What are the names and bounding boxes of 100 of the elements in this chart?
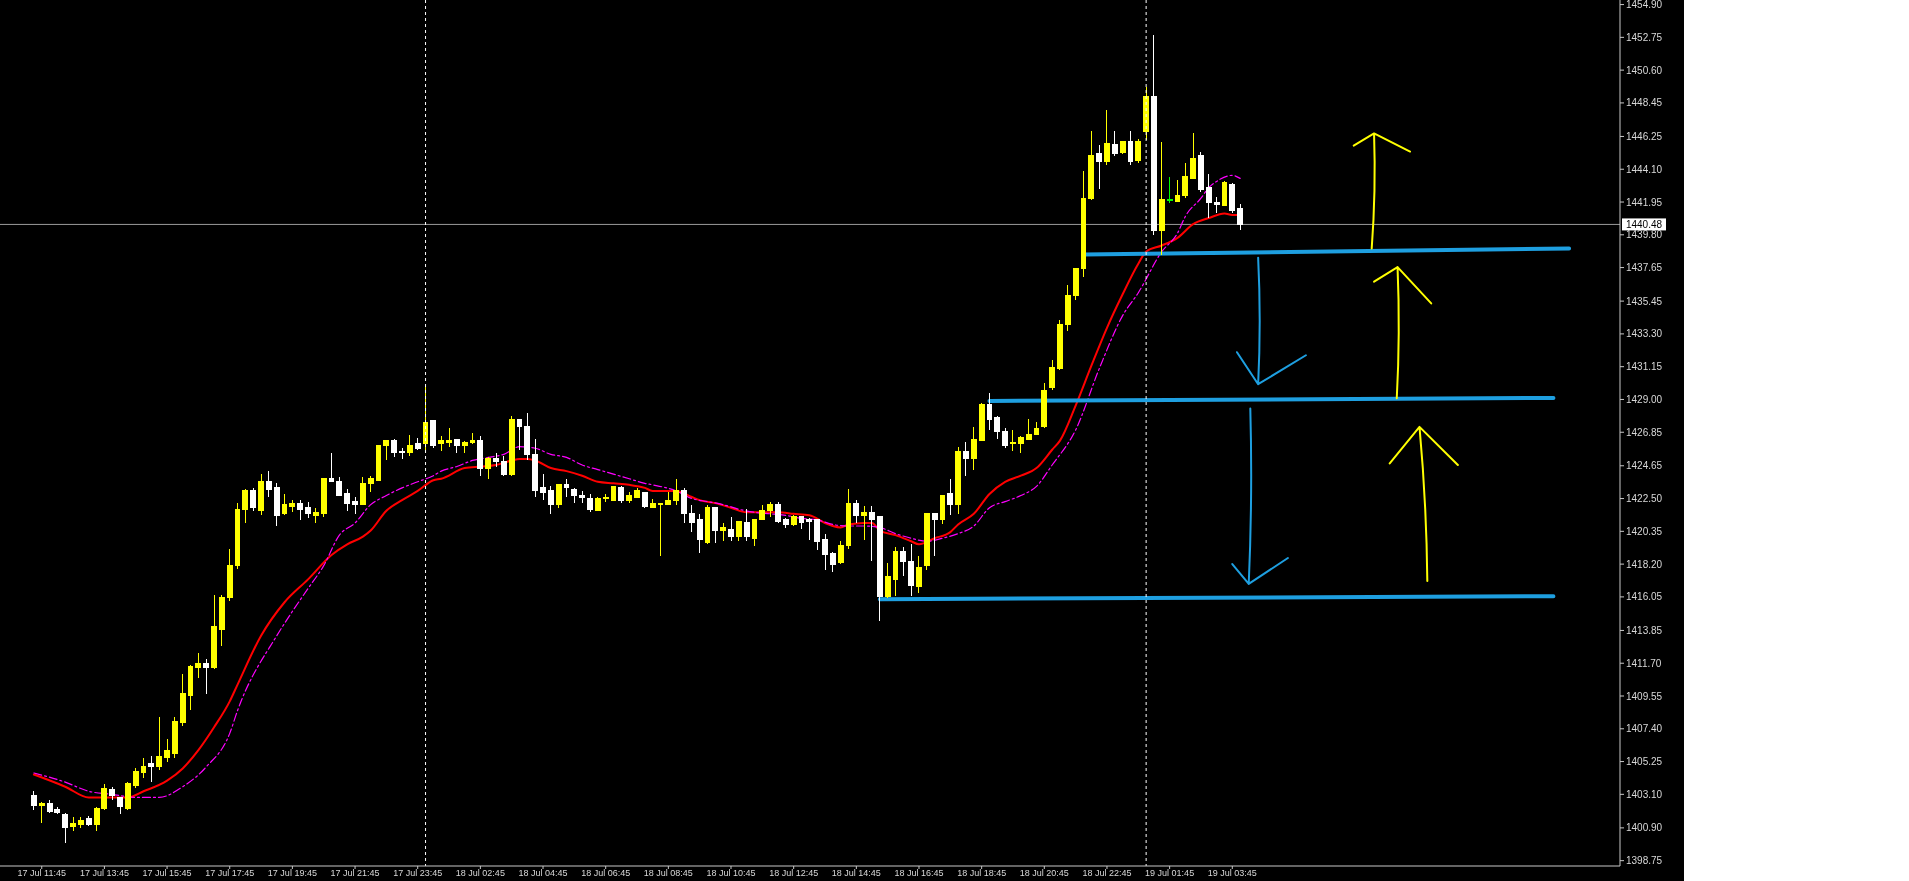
candlestick — [320, 478, 327, 518]
candlestick — [641, 491, 648, 509]
candlestick — [626, 491, 633, 504]
y-tick-label: 1431.15 — [1626, 361, 1663, 373]
candlestick — [117, 796, 123, 815]
candlestick — [1158, 141, 1165, 256]
candlestick — [547, 485, 554, 515]
y-tick-label: 1400.90 — [1626, 822, 1663, 834]
candlestick — [312, 507, 319, 524]
candlestick — [963, 441, 969, 477]
candlestick — [916, 556, 922, 594]
candlestick — [814, 519, 821, 551]
candlestick — [782, 517, 789, 529]
x-tick-label: 18 Jul 10:45 — [706, 868, 756, 878]
candlestick — [1229, 182, 1236, 214]
candlestick — [681, 487, 687, 524]
y-tick-label: 1426.85 — [1626, 426, 1663, 438]
y-tick-label: 1409.55 — [1626, 690, 1663, 702]
y-tick-label: 1437.65 — [1626, 262, 1663, 274]
x-tick-label: 17 Jul 15:45 — [142, 868, 192, 878]
y-tick-label: 1454.90 — [1626, 0, 1663, 11]
y-tick-label: 1403.10 — [1626, 788, 1663, 800]
candlestick — [594, 496, 601, 512]
candlestick — [876, 516, 883, 622]
x-tick-label: 18 Jul 16:45 — [894, 868, 944, 878]
y-tick-label: 1411.70 — [1626, 657, 1662, 669]
candlestick — [571, 487, 578, 504]
x-tick-label: 18 Jul 22:45 — [1082, 868, 1132, 878]
candlestick — [931, 513, 938, 557]
candlestick — [1111, 130, 1118, 157]
candlestick — [947, 478, 954, 516]
candlestick — [696, 513, 703, 554]
y-tick-label: 1407.40 — [1626, 723, 1663, 735]
candlestick — [728, 516, 734, 542]
candlestick — [563, 478, 570, 498]
y-tick-label: 1418.20 — [1626, 558, 1663, 570]
candlestick — [704, 504, 711, 545]
candlestick — [430, 420, 437, 449]
candlestick — [829, 551, 836, 573]
x-tick-label: 18 Jul 18:45 — [957, 868, 1007, 878]
candlestick — [1064, 284, 1071, 332]
y-tick-label: 1446.25 — [1626, 130, 1663, 142]
y-tick-label: 1433.30 — [1626, 328, 1663, 340]
candlestick — [453, 438, 460, 454]
candlestick — [297, 499, 304, 521]
candlestick — [579, 490, 586, 504]
candlestick — [156, 716, 163, 771]
candlestick — [853, 499, 860, 524]
candlestick — [1135, 138, 1142, 164]
x-tick-label: 17 Jul 21:45 — [330, 868, 380, 878]
candlestick — [218, 594, 225, 647]
candlestick — [164, 738, 170, 763]
candlestick — [775, 501, 781, 524]
candlestick — [414, 437, 421, 451]
candlestick — [955, 446, 962, 515]
x-tick-label: 18 Jul 08:45 — [643, 868, 693, 878]
candlestick — [391, 438, 398, 458]
candlestick — [634, 487, 640, 498]
x-tick-label: 19 Jul 01:45 — [1145, 868, 1195, 878]
candlestick — [1041, 382, 1048, 429]
candlestick — [352, 496, 358, 515]
candlestick — [673, 478, 680, 506]
y-tick-label: 1416.05 — [1626, 591, 1663, 603]
y-tick-label: 1444.10 — [1626, 163, 1663, 175]
y-tick-label: 1398.75 — [1626, 855, 1663, 867]
candlestick — [1205, 173, 1212, 219]
candlestick — [1190, 132, 1197, 179]
candlestick — [124, 781, 131, 811]
x-tick-label: 17 Jul 19:45 — [267, 868, 317, 878]
y-tick-label: 1452.75 — [1626, 31, 1663, 43]
candlestick — [822, 533, 828, 571]
candlestick — [532, 438, 539, 498]
x-tick-label: 17 Jul 11:45 — [17, 868, 66, 878]
candlestick — [1166, 176, 1173, 204]
candlestick — [85, 815, 92, 827]
y-tick-label: 1450.60 — [1626, 64, 1663, 76]
candlestick — [500, 455, 507, 477]
x-tick-label: 18 Jul 02:45 — [455, 868, 505, 878]
candlestick — [978, 402, 985, 442]
candlestick — [1198, 151, 1204, 193]
y-tick-label: 1405.25 — [1626, 756, 1663, 768]
candlestick — [438, 435, 445, 452]
candlestick — [258, 473, 264, 516]
candlestick — [477, 435, 484, 477]
candlestick — [923, 513, 930, 571]
candlestick — [399, 447, 405, 460]
candlestick — [493, 452, 499, 468]
candlestick — [939, 495, 946, 525]
candlestick — [70, 816, 77, 832]
x-tick-label: 18 Jul 14:45 — [831, 868, 881, 878]
y-tick-label: 1424.65 — [1626, 460, 1663, 472]
candlestick — [305, 501, 311, 519]
x-tick-label: 17 Jul 23:45 — [393, 868, 443, 878]
x-tick-label: 19 Jul 03:45 — [1207, 868, 1257, 878]
candlestick — [1104, 109, 1110, 166]
x-tick-label: 18 Jul 04:45 — [518, 868, 568, 878]
candlestick — [62, 812, 69, 844]
candlestick — [869, 505, 875, 562]
candlestick — [406, 434, 413, 457]
candlestick — [1057, 319, 1063, 371]
